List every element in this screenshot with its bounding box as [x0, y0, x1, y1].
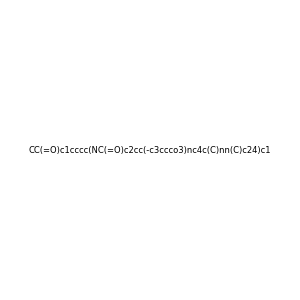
Text: CC(=O)c1cccc(NC(=O)c2cc(-c3ccco3)nc4c(C)nn(C)c24)c1: CC(=O)c1cccc(NC(=O)c2cc(-c3ccco3)nc4c(C)… [29, 146, 271, 154]
